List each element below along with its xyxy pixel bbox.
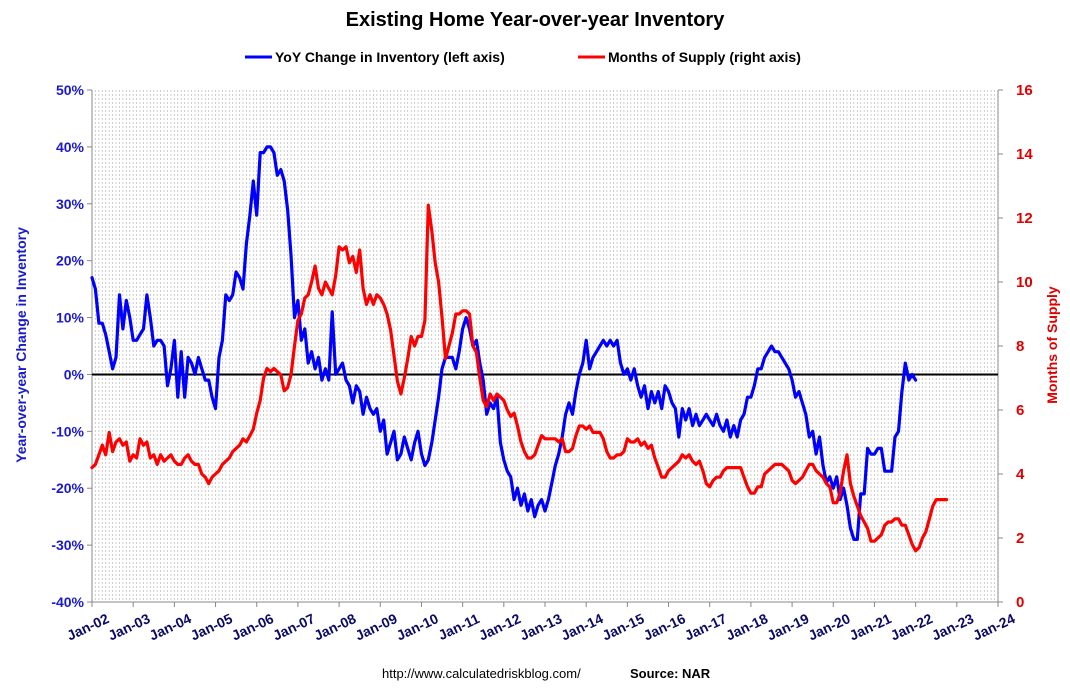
x-tick-label: Jan-21 bbox=[847, 610, 894, 643]
x-tick-label: Jan-05 bbox=[188, 610, 235, 643]
grid bbox=[95, 90, 995, 602]
right-tick-label: 6 bbox=[1016, 402, 1024, 419]
source-url: http://www.calculatedriskblog.com/ bbox=[382, 666, 581, 681]
left-axis-title: Year-over-year Change in Inventory bbox=[13, 227, 29, 463]
right-tick-label: 12 bbox=[1016, 210, 1033, 227]
x-tick-label: Jan-13 bbox=[517, 610, 564, 643]
source-label: Source: NAR bbox=[630, 666, 711, 681]
x-tick-label: Jan-02 bbox=[64, 610, 111, 643]
x-tick-label: Jan-17 bbox=[682, 610, 729, 643]
right-tick-label: 8 bbox=[1016, 338, 1024, 355]
x-tick-label: Jan-24 bbox=[970, 610, 1017, 643]
series-line-yoy-inventory bbox=[90, 145, 918, 542]
right-tick-label: 2 bbox=[1016, 530, 1024, 547]
legend: YoY Change in Inventory (left axis) Mont… bbox=[245, 49, 801, 65]
x-tick-label: Jan-19 bbox=[764, 610, 811, 643]
left-tick-label: -10% bbox=[51, 423, 84, 439]
left-tick-label: -40% bbox=[51, 594, 84, 610]
chart-title: Existing Home Year-over-year Inventory bbox=[346, 9, 726, 31]
x-tick-label: Jan-18 bbox=[723, 610, 770, 643]
x-tick-label: Jan-07 bbox=[270, 610, 317, 643]
x-axis-ticks: Jan-02Jan-03Jan-04Jan-05Jan-06Jan-07Jan-… bbox=[64, 602, 1017, 643]
left-tick-label: 0% bbox=[64, 366, 85, 382]
x-tick-label: Jan-20 bbox=[806, 610, 853, 643]
x-tick-label: Jan-23 bbox=[929, 610, 976, 643]
x-tick-label: Jan-08 bbox=[311, 610, 358, 643]
left-tick-label: 10% bbox=[56, 310, 85, 326]
x-tick-label: Jan-09 bbox=[353, 610, 400, 643]
right-tick-label: 10 bbox=[1016, 274, 1033, 291]
x-tick-label: Jan-22 bbox=[888, 610, 935, 643]
x-tick-label: Jan-03 bbox=[105, 610, 152, 643]
left-tick-label: 30% bbox=[56, 196, 85, 212]
x-tick-label: Jan-14 bbox=[558, 610, 605, 643]
x-tick-label: Jan-11 bbox=[436, 610, 482, 643]
x-tick-label: Jan-15 bbox=[600, 610, 647, 643]
left-tick-label: 40% bbox=[56, 139, 85, 155]
series bbox=[90, 145, 949, 553]
left-tick-label: -20% bbox=[51, 480, 84, 496]
legend-label-yoy: YoY Change in Inventory (left axis) bbox=[275, 49, 505, 65]
series-line-months-of-supply bbox=[90, 203, 949, 553]
legend-label-supply: Months of Supply (right axis) bbox=[608, 49, 801, 65]
x-tick-label: Jan-04 bbox=[147, 610, 194, 643]
x-tick-label: Jan-06 bbox=[229, 610, 276, 643]
x-tick-label: Jan-10 bbox=[394, 610, 441, 643]
right-axis-title: Months of Supply bbox=[1044, 286, 1060, 404]
left-tick-label: 50% bbox=[56, 82, 85, 98]
right-tick-label: 16 bbox=[1016, 82, 1033, 99]
left-axis-ticks: 50% 40% 30% 20% 10% 0% -10% -20% -30% -40% bbox=[51, 82, 92, 610]
right-tick-label: 14 bbox=[1016, 146, 1033, 163]
left-tick-label: 20% bbox=[56, 253, 85, 269]
right-tick-label: 4 bbox=[1016, 466, 1025, 483]
right-tick-label: 0 bbox=[1016, 594, 1024, 611]
x-tick-label: Jan-16 bbox=[641, 610, 688, 643]
right-axis-ticks: 16 14 12 10 8 6 4 2 0 bbox=[998, 82, 1033, 611]
left-tick-label: -30% bbox=[51, 537, 84, 553]
x-tick-label: Jan-12 bbox=[476, 610, 523, 643]
